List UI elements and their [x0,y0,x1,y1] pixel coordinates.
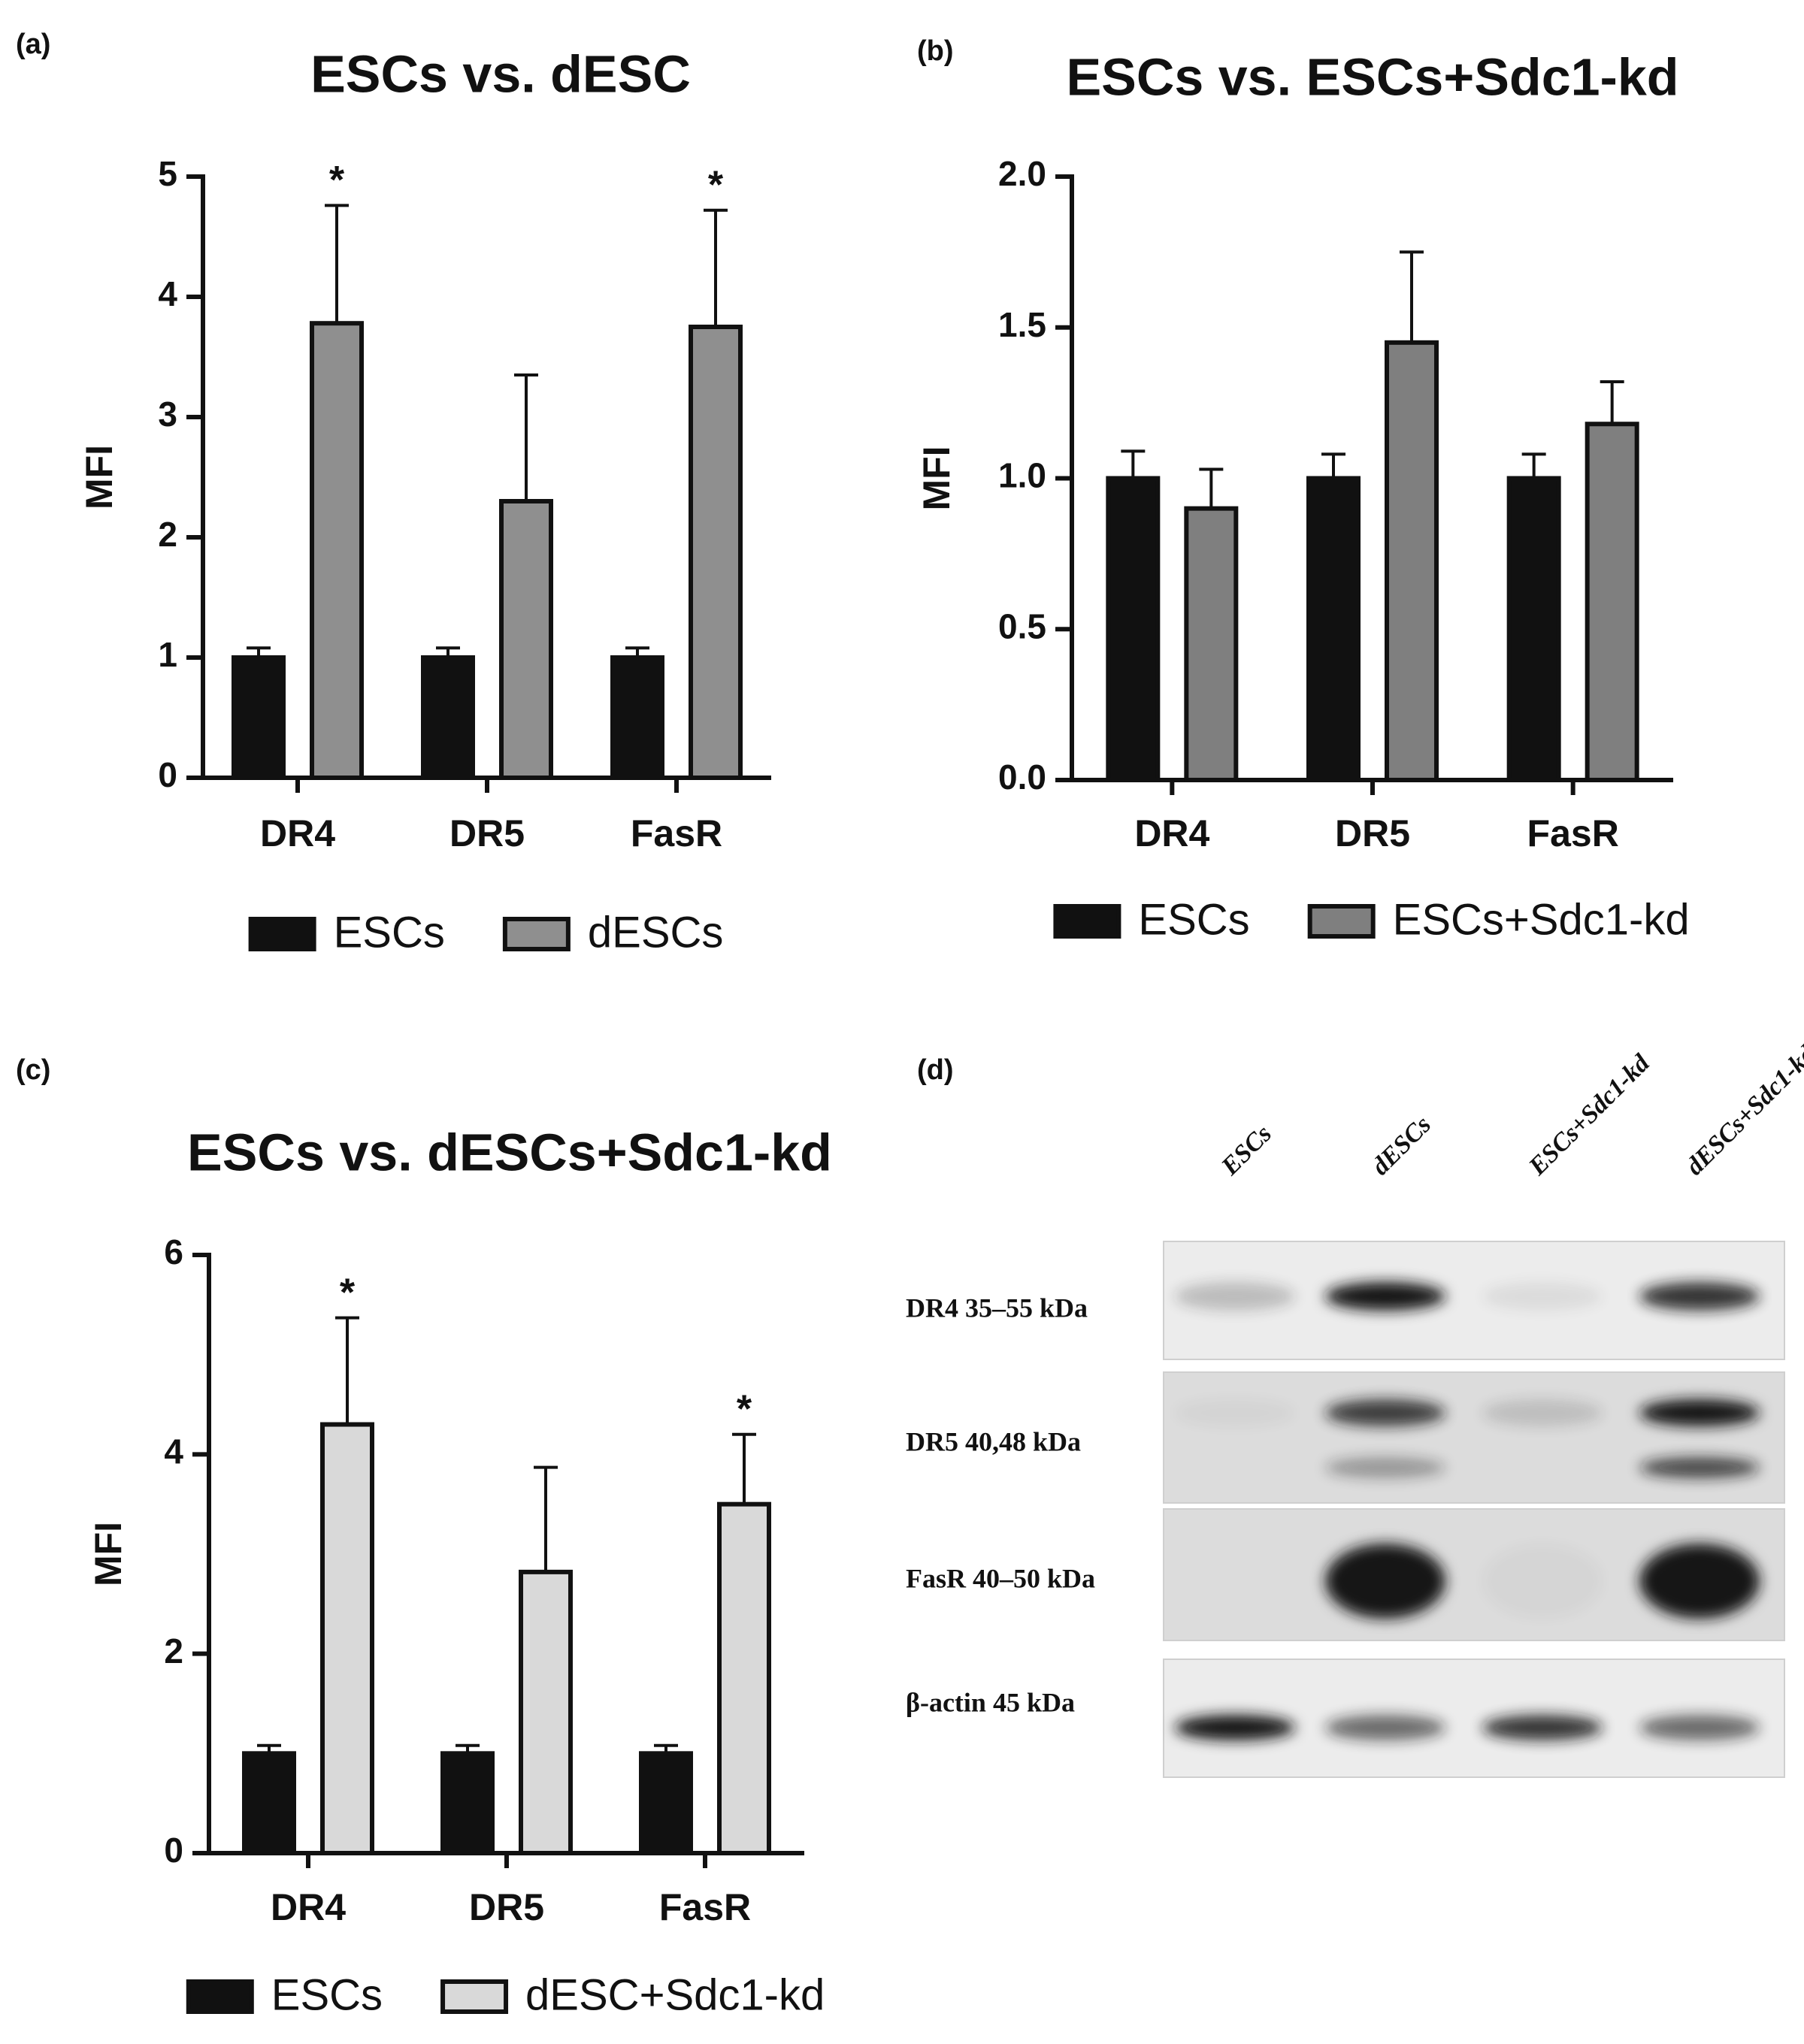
bar [421,655,475,780]
blot-band [1325,1457,1445,1478]
y-tick-label: 4 [164,1432,183,1471]
bar [310,321,364,780]
blot-band [1482,1544,1603,1619]
x-tick-label: FasR [659,1886,751,1928]
y-tick-label: 1.5 [998,305,1046,344]
blot-band [1482,1399,1603,1426]
chart-title: ESCs vs. ESCs+Sdc1-kd [1066,47,1678,106]
bar [499,499,553,780]
y-tick-label: 1 [158,635,177,674]
x-tick-label: DR4 [271,1886,346,1928]
blot-band [1325,1282,1445,1311]
blot-band [1639,1544,1760,1619]
legend-label: ESCs+Sdc1-kd [1393,895,1690,944]
y-tick-label: 0 [164,1831,183,1870]
legend-swatch [440,1979,509,2014]
y-tick-label: 2 [158,515,177,554]
blot-band [1482,1715,1603,1740]
x-tick-label: DR5 [469,1886,544,1928]
legend-item: ESCs [248,908,445,957]
bar [1306,476,1361,782]
y-tick-label: 5 [158,154,177,193]
row-label: DR4 35–55 kDa [906,1293,1088,1323]
legend-item: dESCs [502,908,724,957]
bar [519,1569,573,1855]
y-tick-label: 0.0 [998,757,1046,797]
legend-label: dESCs [588,908,724,957]
x-tick-label: FasR [631,812,722,854]
x-tick-label: DR5 [449,812,525,854]
blot-band [1639,1457,1760,1478]
blot-band [1175,1399,1295,1426]
blot-band [1325,1399,1445,1426]
bar [320,1422,374,1855]
legend-swatch [186,1979,254,2014]
y-tick-label: 1.0 [998,456,1046,495]
significance-marker: * [329,159,345,202]
legend-label: dESC+Sdc1-kd [525,1970,825,2019]
legend-swatch [1053,904,1121,939]
bar [639,1751,693,1855]
y-tick-label: 0.5 [998,606,1046,646]
bar [1506,476,1561,782]
blot-band [1325,1544,1445,1619]
blot-band [1175,1715,1295,1740]
legend-item: ESCs+Sdc1-kd [1307,895,1690,944]
y-tick-label: 2.0 [998,154,1046,193]
y-tick-label: 3 [158,395,177,434]
bar [1106,476,1161,782]
significance-marker: * [708,164,724,207]
legend-label: ESCs [271,1970,383,2019]
bar [440,1751,495,1855]
significance-marker: * [737,1388,752,1432]
legend-item: ESCs [186,1970,383,2019]
bar [689,325,743,780]
blot-band [1325,1715,1445,1740]
legend-item: dESC+Sdc1-kd [440,1970,825,2019]
y-tick-label: 0 [158,755,177,794]
y-tick-label: 6 [164,1232,183,1271]
bar [1385,340,1439,782]
panel-label: (d) [917,1054,954,1086]
panel-label: (a) [16,29,50,60]
legend-label: ESCs [1138,895,1249,944]
y-axis-label: MFI [916,446,958,510]
legend-label: ESCs [334,908,445,957]
bar [1585,422,1639,782]
x-tick-label: DR4 [1134,812,1209,854]
legend-swatch [502,917,571,951]
row-label: DR5 40,48 kDa [906,1426,1081,1456]
x-tick-label: FasR [1527,812,1619,854]
blot-band [1482,1282,1603,1311]
x-tick-label: DR4 [260,812,335,854]
blot-band [1639,1715,1760,1740]
y-axis-label: MFI [87,1522,129,1586]
y-tick-label: 4 [158,274,177,313]
panel-label: (b) [917,35,954,67]
blot-band [1175,1282,1295,1311]
row-label: FasR 40–50 kDa [906,1563,1095,1593]
blot-strip [1163,1371,1785,1504]
row-label: β-actin 45 kDa [906,1687,1075,1717]
blot-band [1639,1399,1760,1426]
legend-item: ESCs [1053,895,1250,944]
bar [610,655,664,780]
bar [1184,506,1239,783]
blot-band [1639,1282,1760,1311]
y-tick-label: 2 [164,1631,183,1671]
x-tick-label: DR5 [1335,812,1410,854]
chart-title: ESCs vs. dESCs+Sdc1-kd [187,1123,832,1181]
bar [232,655,286,780]
significance-marker: * [340,1271,356,1314]
bar [242,1751,296,1855]
chart-title: ESCs vs. dESC [310,44,691,103]
bar [717,1501,771,1855]
legend-swatch [1307,904,1376,939]
y-axis-label: MFI [78,445,120,509]
legend-swatch [248,917,316,951]
panel-label: (c) [16,1054,50,1086]
